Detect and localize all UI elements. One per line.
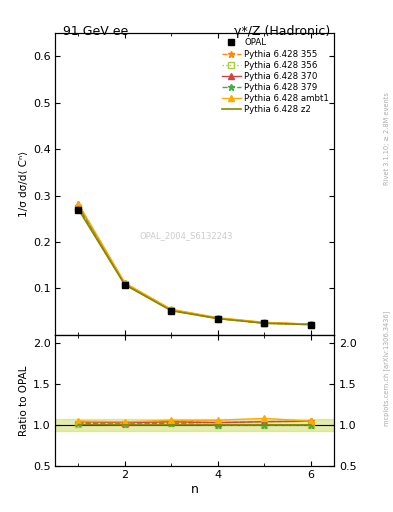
Text: Rivet 3.1.10; ≥ 2.8M events: Rivet 3.1.10; ≥ 2.8M events (384, 92, 390, 185)
Text: γ*/Z (Hadronic): γ*/Z (Hadronic) (234, 25, 330, 37)
Text: 91 GeV ee: 91 GeV ee (63, 25, 128, 37)
Legend: OPAL, Pythia 6.428 355, Pythia 6.428 356, Pythia 6.428 370, Pythia 6.428 379, Py: OPAL, Pythia 6.428 355, Pythia 6.428 356… (219, 36, 331, 117)
Y-axis label: Ratio to OPAL: Ratio to OPAL (19, 365, 29, 436)
X-axis label: n: n (191, 483, 198, 496)
Y-axis label: 1/σ dσ/d⟨ Cⁿ⟩: 1/σ dσ/d⟨ Cⁿ⟩ (19, 151, 29, 217)
Text: OPAL_2004_S6132243: OPAL_2004_S6132243 (140, 231, 233, 240)
Text: mcplots.cern.ch [arXiv:1306.3436]: mcplots.cern.ch [arXiv:1306.3436] (384, 311, 391, 426)
